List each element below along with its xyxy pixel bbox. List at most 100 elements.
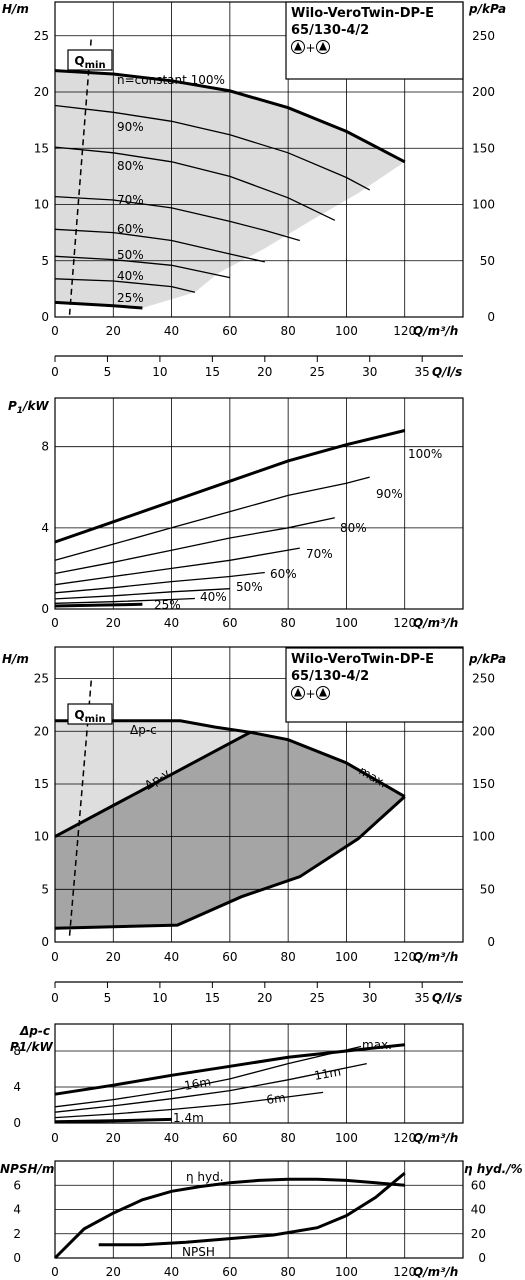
ls2-x-tick: 20 bbox=[257, 991, 272, 1005]
c2-curve-label: 40% bbox=[200, 590, 227, 604]
c1-x-label: Q/m³/h bbox=[413, 324, 458, 338]
c1-y2-tick: 0 bbox=[487, 310, 495, 324]
c2-x-tick: 20 bbox=[106, 616, 121, 630]
c1-x-tick: 40 bbox=[164, 324, 179, 338]
c1-curve-label: 70% bbox=[117, 193, 144, 207]
c2-series-25 bbox=[54, 602, 143, 608]
c4-x-tick: 60 bbox=[222, 1131, 237, 1145]
c1-curve-label: n=constant 100% bbox=[117, 73, 225, 87]
c4-x-tick: 20 bbox=[106, 1131, 121, 1145]
c1-y-tick: 5 bbox=[41, 254, 49, 268]
c5-x-tick: 120 bbox=[393, 1265, 416, 1279]
c5-x-tick: 60 bbox=[222, 1265, 237, 1279]
c3-y-tick: 15 bbox=[34, 777, 49, 791]
c4-series-14m bbox=[54, 1117, 172, 1124]
c4-x-tick: 80 bbox=[281, 1131, 296, 1145]
c2-curve-label: 25% bbox=[154, 598, 181, 612]
c4-curve-label: max. bbox=[362, 1038, 392, 1052]
c1-pump-symbol-icon bbox=[291, 40, 330, 54]
c3-label-dpc: Δp-c bbox=[130, 723, 157, 737]
c1-curve-label: 90% bbox=[117, 120, 144, 134]
c3-y2-tick: 100 bbox=[472, 830, 495, 844]
c1-title-line1: Wilo-VeroTwin-DP-E bbox=[291, 6, 434, 21]
c3-pump-symbol-icon bbox=[291, 686, 330, 700]
ls1-x-tick: 35 bbox=[415, 365, 430, 379]
c3-y-tick: 20 bbox=[34, 724, 49, 738]
c2-series-80 bbox=[54, 517, 335, 575]
ls1-x-label: Q/l/s bbox=[432, 365, 462, 379]
c1-x-tick: 80 bbox=[281, 324, 296, 338]
c4-x-tick: 120 bbox=[393, 1131, 416, 1145]
c2-series-70 bbox=[54, 547, 300, 586]
c5-y2-tick: 60 bbox=[471, 1178, 486, 1192]
c2-x-tick: 60 bbox=[222, 616, 237, 630]
c1-curve-label: 40% bbox=[117, 269, 144, 283]
ls2-x-tick: 5 bbox=[104, 991, 112, 1005]
c5-x-tick: 80 bbox=[281, 1265, 296, 1279]
pump-triangle-icon bbox=[319, 688, 327, 697]
c5-x-tick: 100 bbox=[335, 1265, 358, 1279]
c1-series-50 bbox=[54, 255, 231, 279]
c1-curve-label: 50% bbox=[117, 248, 144, 262]
c5-series-NPSH bbox=[98, 1171, 406, 1247]
ls1-x-tick: 10 bbox=[152, 365, 167, 379]
c4-curve-label: 11m bbox=[313, 1064, 342, 1082]
c5-y-tick: 6 bbox=[13, 1178, 21, 1192]
c2-curve-label: 50% bbox=[236, 580, 263, 594]
c1-y-tick: 15 bbox=[34, 141, 49, 155]
c1-y2-tick: 150 bbox=[472, 141, 495, 155]
c5-y2-tick: 0 bbox=[478, 1251, 486, 1265]
c1-x-tick: 20 bbox=[106, 324, 121, 338]
c5-y2-tick: 20 bbox=[471, 1227, 486, 1241]
c3-title-line2: 65/130-4/2 bbox=[291, 669, 369, 684]
c2-x-tick: 0 bbox=[51, 616, 59, 630]
c2-y-tick: 8 bbox=[41, 440, 49, 454]
c1-y2-tick: 100 bbox=[472, 198, 495, 212]
ls2-x-tick: 15 bbox=[205, 991, 220, 1005]
qmin-subscript: min bbox=[85, 714, 106, 725]
ls1-x-tick: 30 bbox=[362, 365, 377, 379]
c1-curve-label: 60% bbox=[117, 222, 144, 236]
c3-y-tick: 25 bbox=[34, 672, 49, 686]
c2-series-50 bbox=[54, 588, 230, 600]
c3-y-tick: 10 bbox=[34, 830, 49, 844]
c1-y-tick: 20 bbox=[34, 85, 49, 99]
c4-frame bbox=[54, 1023, 464, 1124]
c5-curve-label: η hyd. bbox=[186, 1170, 224, 1184]
c2-y-tick: 0 bbox=[41, 602, 49, 616]
c3-frame bbox=[54, 646, 464, 943]
c1-x-tick: 0 bbox=[51, 324, 59, 338]
pump-triangle-icon bbox=[294, 42, 302, 51]
c3-x-tick: 120 bbox=[393, 950, 416, 964]
c1-x-tick: 60 bbox=[222, 324, 237, 338]
y-label-sub: 1 bbox=[17, 406, 23, 416]
c1-y-label: H/m bbox=[2, 2, 29, 16]
c1-y-tick: 25 bbox=[34, 29, 49, 43]
c3-series-min bbox=[54, 795, 406, 930]
c4-x-tick: 0 bbox=[51, 1131, 59, 1145]
ls2-x-tick: 25 bbox=[310, 991, 325, 1005]
c2-curve-label: 80% bbox=[340, 521, 367, 535]
c1-curve-label: 80% bbox=[117, 159, 144, 173]
c4-y-tick: 0 bbox=[13, 1116, 21, 1130]
c3-series-pv bbox=[54, 730, 252, 838]
ls1-x-tick: 20 bbox=[257, 365, 272, 379]
c4-x-tick: 100 bbox=[335, 1131, 358, 1145]
c3-y-label: H/m bbox=[2, 652, 29, 666]
c3-y-tick: 0 bbox=[41, 935, 49, 949]
c2-x-tick: 40 bbox=[164, 616, 179, 630]
c2-curve-label: 100% bbox=[408, 447, 442, 461]
c2-y-tick: 4 bbox=[41, 521, 49, 535]
c1-pump-plus: + bbox=[305, 41, 315, 55]
c3-x-tick: 100 bbox=[335, 950, 358, 964]
c3-x-tick: 80 bbox=[281, 950, 296, 964]
c1-series-nconstant100 bbox=[54, 69, 406, 164]
c2-x-tick: 80 bbox=[281, 616, 296, 630]
c4-y-tick: 8 bbox=[13, 1044, 21, 1058]
c1-y-tick: 0 bbox=[41, 310, 49, 324]
c1-series-70 bbox=[54, 195, 300, 242]
c2-curve-label: 70% bbox=[306, 547, 333, 561]
c1-y2-label: p/kPa bbox=[468, 2, 506, 16]
c5-x-tick: 20 bbox=[106, 1265, 121, 1279]
c2-series-100 bbox=[54, 429, 406, 544]
